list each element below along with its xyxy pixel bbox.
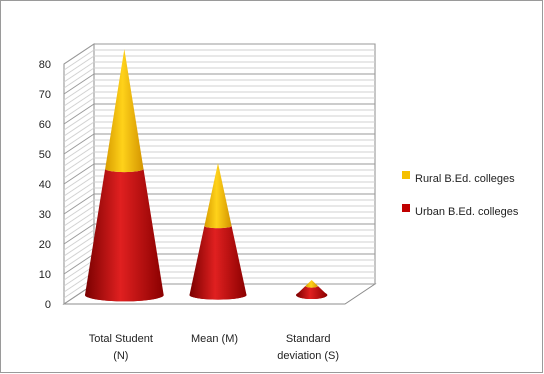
gridline-left <box>63 199 95 221</box>
cone-segment-urban <box>189 226 247 300</box>
y-tick-label: 20 <box>39 239 51 251</box>
legend: Rural B.Ed. colleges Urban B.Ed. colleges <box>402 171 519 218</box>
gridline-left <box>63 109 95 131</box>
gridline-left <box>63 139 95 161</box>
gridline-left <box>63 61 95 83</box>
gridline-left <box>63 145 95 167</box>
y-tick-label: 80 <box>39 59 51 71</box>
gridline-left <box>63 217 95 239</box>
gridline-left <box>63 259 95 281</box>
cone-segment-urban <box>84 169 164 302</box>
legend-label: Urban B.Ed. colleges <box>415 206 519 218</box>
y-tick-label: 50 <box>39 149 51 161</box>
legend-label: Rural B.Ed. colleges <box>415 173 515 185</box>
gridline-left <box>63 163 95 185</box>
cone-segment-rural <box>204 163 232 229</box>
x-tick-label: Standard deviation (S) <box>277 333 339 362</box>
gridline-left <box>63 157 95 179</box>
x-axis-ticks: Total Student (N) Mean (M) Standard deviatio… <box>89 333 339 362</box>
cone-segment-rural <box>305 280 318 288</box>
gridline-left <box>63 229 95 251</box>
gridline-left <box>63 169 95 191</box>
gridline-left <box>63 253 95 275</box>
cone-mean <box>189 163 247 300</box>
gridline-left <box>63 79 95 101</box>
gridline-left <box>63 223 95 245</box>
y-tick-label: 10 <box>39 269 51 281</box>
gridline-left <box>63 97 95 119</box>
gridline-left <box>63 115 95 137</box>
cone-standard-deviation <box>296 280 328 299</box>
gridline-left <box>63 151 95 173</box>
gridline-left <box>63 175 95 197</box>
gridline-left <box>63 181 95 203</box>
gridline-left <box>63 103 95 125</box>
cone-segment-urban <box>296 286 328 299</box>
y-tick-label: 70 <box>39 89 51 101</box>
legend-item: Rural B.Ed. colleges <box>402 171 515 185</box>
gridline-left <box>63 91 95 113</box>
gridline-left <box>63 265 95 287</box>
gridline-left <box>63 187 95 209</box>
gridline-left <box>63 73 95 95</box>
x-tick-label: Mean (M) <box>191 333 238 345</box>
gridline-left <box>63 193 95 215</box>
gridline-left <box>63 127 95 149</box>
gridline-left <box>63 49 95 71</box>
gridline-left <box>63 67 95 89</box>
cone-segment-rural <box>105 49 144 173</box>
gridline-left <box>63 241 95 263</box>
gridline-left <box>63 85 95 107</box>
gridline-left <box>63 211 95 233</box>
legend-swatch <box>402 204 410 212</box>
y-tick-label: 40 <box>39 179 51 191</box>
y-tick-label: 0 <box>45 299 51 311</box>
gridline-left <box>63 55 95 77</box>
cones <box>84 49 328 302</box>
cone-total-student <box>84 49 164 302</box>
legend-swatch <box>402 171 410 179</box>
x-tick-label: Total Student (N) <box>89 333 153 362</box>
y-tick-label: 30 <box>39 209 51 221</box>
gridline-left <box>63 235 95 257</box>
gridline-left <box>63 205 95 227</box>
legend-item: Urban B.Ed. colleges <box>402 204 519 218</box>
y-axis-ticks: 0 10 20 30 40 50 60 70 80 <box>39 59 51 311</box>
gridline-left <box>63 247 95 269</box>
gridline-left <box>63 121 95 143</box>
gridline-left <box>63 133 95 155</box>
y-tick-label: 60 <box>39 119 51 131</box>
gridline-left <box>63 43 95 65</box>
